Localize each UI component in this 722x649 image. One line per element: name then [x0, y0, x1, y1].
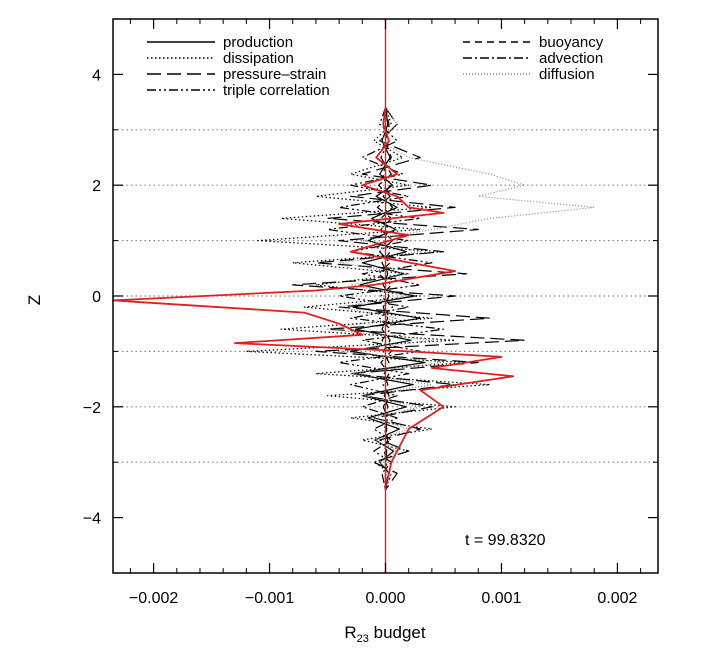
x-axis: −0.002 −0.001 0.000 0.001 0.002 [129, 19, 642, 607]
legend-label: diffusion [539, 66, 595, 83]
series-layer [112, 19, 595, 573]
x-axis-label: R23 budget [344, 623, 426, 645]
y-tick-label: −2 [83, 400, 101, 417]
time-annotation: t = 99.8320 [465, 532, 546, 549]
series-line [326, 107, 445, 491]
x-axis-label-main: R [344, 623, 356, 642]
x-tick-label: 0.002 [597, 590, 637, 607]
x-tick-label: −0.001 [245, 590, 294, 607]
y-axis: −4 −2 0 2 4 [83, 18, 658, 574]
series-line [350, 107, 426, 491]
x-tick-label: 0.001 [481, 590, 521, 607]
y-axis-label: Z [25, 295, 44, 305]
series-line [380, 107, 394, 490]
legend-label: buoyancy [539, 34, 604, 51]
x-tick-label: −0.002 [129, 590, 178, 607]
y-tick-label: −4 [83, 511, 101, 528]
legend-label: triple correlation [223, 82, 330, 99]
y-tick-label: 2 [92, 178, 101, 195]
legend: productiondissipationpressure–straintrip… [147, 34, 604, 99]
y-tick-label: 0 [92, 289, 101, 306]
x-tick-label: 0.000 [365, 590, 405, 607]
legend-label: dissipation [223, 50, 294, 67]
legend-label: pressure–strain [223, 66, 326, 83]
legend-label: advection [539, 50, 603, 67]
y-tick-label: 4 [92, 67, 101, 84]
x-axis-label-rest: budget [369, 623, 426, 642]
x-axis-label-subscript: 23 [357, 633, 369, 645]
series-line [292, 107, 526, 491]
series-line [112, 107, 514, 490]
legend-label: production [223, 34, 293, 51]
